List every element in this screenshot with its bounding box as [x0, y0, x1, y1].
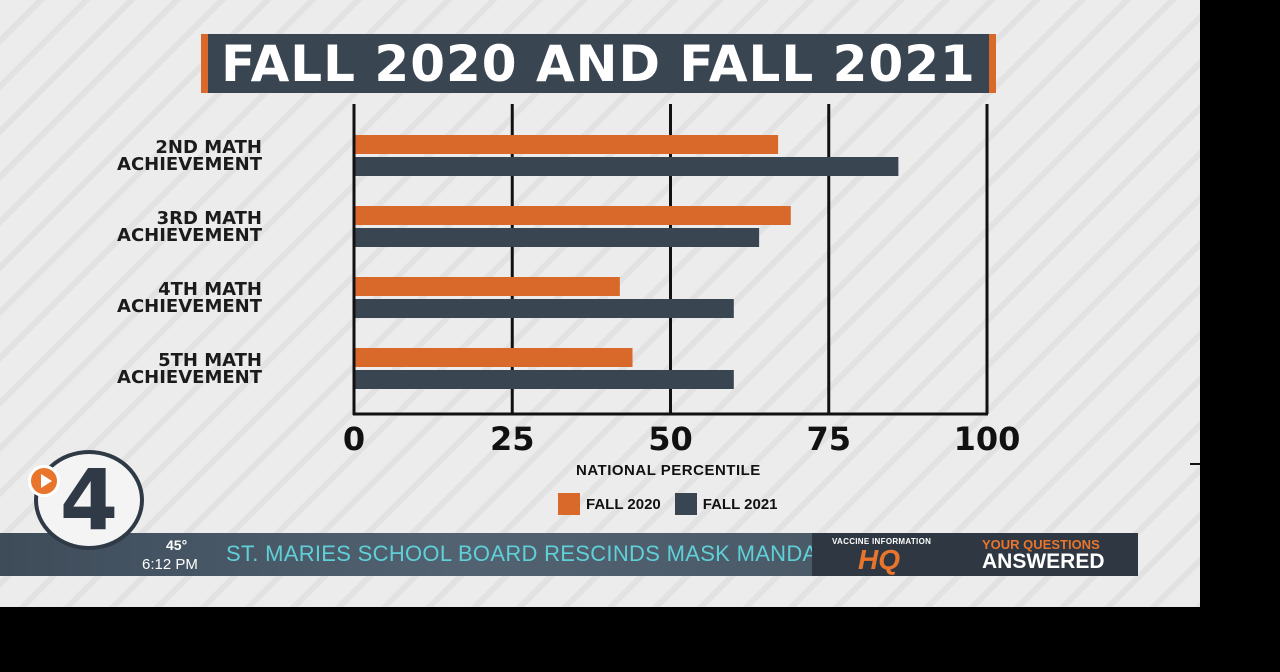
hq-subtitle: VACCINE INFORMATION — [832, 537, 932, 546]
chart-title-bar: FALL 2020 AND FALL 2021 — [201, 34, 996, 93]
category-label: 5TH MATH ACHIEVEMENT — [117, 350, 262, 388]
bar-fall-2021-4 — [354, 370, 734, 389]
bar-fall-2021-1 — [354, 157, 899, 176]
bar-chart — [352, 104, 989, 416]
logo-number: 4 — [59, 451, 119, 549]
divider — [1190, 463, 1200, 465]
bar-fall-2020-2 — [354, 206, 791, 225]
bar-fall-2020-4 — [354, 348, 633, 367]
legend-label-fall-2021: FALL 2021 — [702, 495, 778, 513]
category-label-line: 5TH MATH — [158, 350, 262, 371]
category-label-line: 4TH MATH — [158, 279, 262, 300]
category-label-line: 3RD MATH — [156, 208, 262, 229]
bar-fall-2021-3 — [354, 299, 734, 318]
headline: ST. MARIES SCHOOL BOARD RESCINDS MASK MA… — [226, 541, 845, 566]
questions-text: YOUR QUESTIONS — [982, 537, 1100, 552]
chart-title: FALL 2020 AND FALL 2021 — [221, 34, 976, 93]
x-tick-label: 25 — [489, 420, 535, 458]
legend-item-fall-2020: FALL 2020 — [558, 493, 661, 515]
bar-fall-2020-3 — [354, 277, 620, 296]
bar-fall-2021-2 — [354, 228, 760, 247]
legend-swatch-fall-2020 — [558, 493, 580, 515]
category-label-line: ACHIEVEMENT — [117, 154, 262, 175]
play-icon — [28, 465, 60, 497]
category-label-line: ACHIEVEMENT — [117, 225, 262, 246]
category-label: 3RD MATH ACHIEVEMENT — [117, 208, 262, 246]
bar-fall-2020-1 — [354, 135, 779, 154]
x-tick-label: 75 — [806, 420, 852, 458]
legend-swatch-fall-2021 — [674, 493, 697, 515]
category-label: 2ND MATH ACHIEVEMENT — [117, 137, 262, 175]
x-tick-label: 0 — [342, 420, 366, 458]
x-tick-label: 50 — [648, 420, 693, 458]
x-axis-label: NATIONAL PERCENTILE — [576, 462, 761, 479]
x-tick-label: 100 — [953, 420, 1021, 458]
category-label-line: ACHIEVEMENT — [117, 367, 262, 388]
legend-label-fall-2020: FALL 2020 — [586, 495, 661, 513]
legend: FALL 2020 FALL 2021 — [558, 493, 792, 515]
answered-text: ANSWERED — [982, 550, 1105, 573]
time: 6:12 PM — [142, 556, 198, 573]
legend-item-fall-2021: FALL 2021 — [674, 493, 778, 515]
hq-logo: HQ — [858, 544, 900, 575]
hq-panel — [812, 533, 1138, 576]
station-logo: 4 — [34, 450, 144, 550]
broadcast-frame: FALL 2020 AND FALL 2021 2ND MATH ACHIEVEM… — [0, 0, 1200, 607]
category-label-line: 2ND MATH — [155, 137, 262, 158]
category-label: 4TH MATH ACHIEVEMENT — [117, 279, 262, 317]
temperature: 45° — [166, 537, 188, 553]
category-label-line: ACHIEVEMENT — [117, 296, 262, 317]
